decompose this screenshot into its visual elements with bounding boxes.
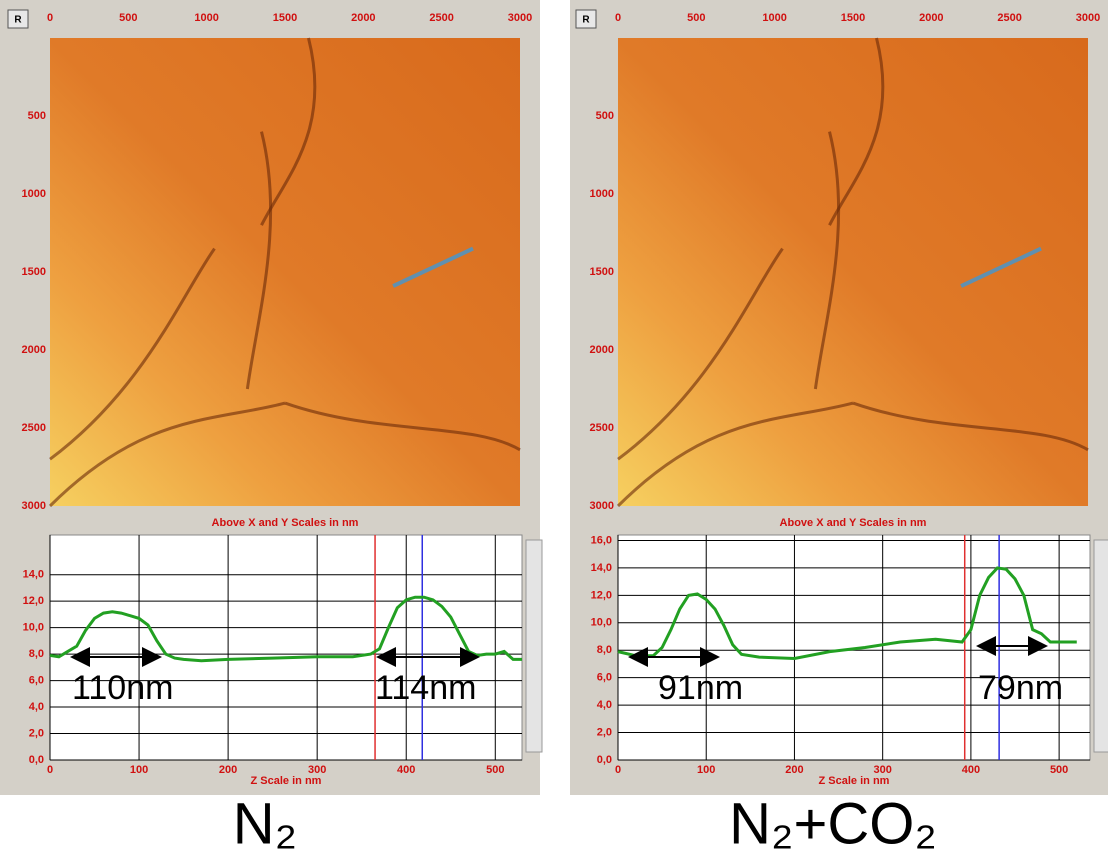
image-x-tick-label: 500 — [119, 12, 137, 24]
image-y-tick-label: 1000 — [590, 188, 614, 200]
image-x-tick-label: 3000 — [508, 12, 532, 24]
image-x-tick-label: 0 — [47, 12, 53, 24]
x-axis-label: Z Scale in nm — [819, 775, 890, 787]
y-tick-label: 0,0 — [597, 754, 612, 766]
x-tick-label: 0 — [615, 764, 621, 776]
image-x-tick-label: 0 — [615, 12, 621, 24]
y-tick-label: 8,0 — [597, 644, 612, 656]
y-tick-label: 0,0 — [29, 754, 44, 766]
annotation: 114nm — [375, 669, 476, 707]
image-x-tick-label: 2500 — [429, 12, 453, 24]
y-tick-label: 16,0 — [591, 534, 612, 546]
y-tick-label: 10,0 — [591, 617, 612, 629]
image-y-tick-label: 3000 — [590, 500, 614, 512]
image-x-tick-label: 2000 — [919, 12, 943, 24]
annotation: 91nm — [658, 669, 743, 707]
image-x-tick-label: 1000 — [762, 12, 786, 24]
image-y-tick-label: 1000 — [22, 188, 46, 200]
y-tick-label: 2,0 — [29, 727, 44, 739]
reset-button-label: R — [582, 15, 590, 26]
y-tick-label: 6,0 — [29, 674, 44, 686]
image-x-tick-label: 2000 — [351, 12, 375, 24]
afm-image — [50, 38, 520, 506]
scrollbar[interactable] — [1094, 540, 1108, 752]
image-y-tick-label: 2000 — [22, 344, 46, 356]
image-x-tick-label: 1000 — [194, 12, 218, 24]
y-tick-label: 4,0 — [29, 701, 44, 713]
scrollbar[interactable] — [526, 540, 542, 752]
y-tick-label: 12,0 — [591, 589, 612, 601]
image-x-tick-label: 2500 — [997, 12, 1021, 24]
image-y-tick-label: 2000 — [590, 344, 614, 356]
x-axis-label: Z Scale in nm — [251, 775, 322, 787]
x-tick-label: 100 — [130, 764, 148, 776]
x-tick-label: 500 — [1050, 764, 1068, 776]
image-y-tick-label: 2500 — [590, 422, 614, 434]
y-tick-label: 14,0 — [591, 562, 612, 574]
image-y-tick-label: 1500 — [590, 266, 614, 278]
y-tick-label: 12,0 — [23, 595, 44, 607]
image-y-tick-label: 3000 — [22, 500, 46, 512]
x-tick-label: 400 — [397, 764, 415, 776]
image-x-tick-label: 1500 — [841, 12, 865, 24]
figure: R050010001500200025003000500100015002000… — [0, 0, 1108, 862]
image-caption: Above X and Y Scales in nm — [780, 517, 927, 529]
image-y-tick-label: 500 — [596, 110, 614, 122]
x-tick-label: 0 — [47, 764, 53, 776]
y-tick-label: 2,0 — [597, 726, 612, 738]
x-tick-label: 500 — [486, 764, 504, 776]
afm-image — [618, 38, 1088, 506]
reset-button-label: R — [14, 15, 22, 26]
x-tick-label: 100 — [697, 764, 715, 776]
y-tick-label: 4,0 — [597, 699, 612, 711]
image-y-tick-label: 2500 — [22, 422, 46, 434]
image-caption: Above X and Y Scales in nm — [212, 517, 359, 529]
x-tick-label: 200 — [219, 764, 237, 776]
annotation: 110nm — [72, 669, 173, 707]
plot-area — [50, 535, 522, 760]
image-y-tick-label: 500 — [28, 110, 46, 122]
image-x-tick-label: 1500 — [273, 12, 297, 24]
annotation: 79nm — [978, 669, 1063, 707]
panels: R050010001500200025003000500100015002000… — [0, 0, 1108, 856]
image-x-tick-label: 3000 — [1076, 12, 1100, 24]
y-tick-label: 10,0 — [23, 622, 44, 634]
y-tick-label: 8,0 — [29, 648, 44, 660]
panel-caption: N₂+CO₂ — [729, 791, 937, 856]
panel-caption: N₂ — [233, 791, 297, 856]
x-tick-label: 400 — [962, 764, 980, 776]
x-tick-label: 200 — [785, 764, 803, 776]
image-y-tick-label: 1500 — [22, 266, 46, 278]
y-tick-label: 14,0 — [23, 569, 44, 581]
y-tick-label: 6,0 — [597, 672, 612, 684]
image-x-tick-label: 500 — [687, 12, 705, 24]
